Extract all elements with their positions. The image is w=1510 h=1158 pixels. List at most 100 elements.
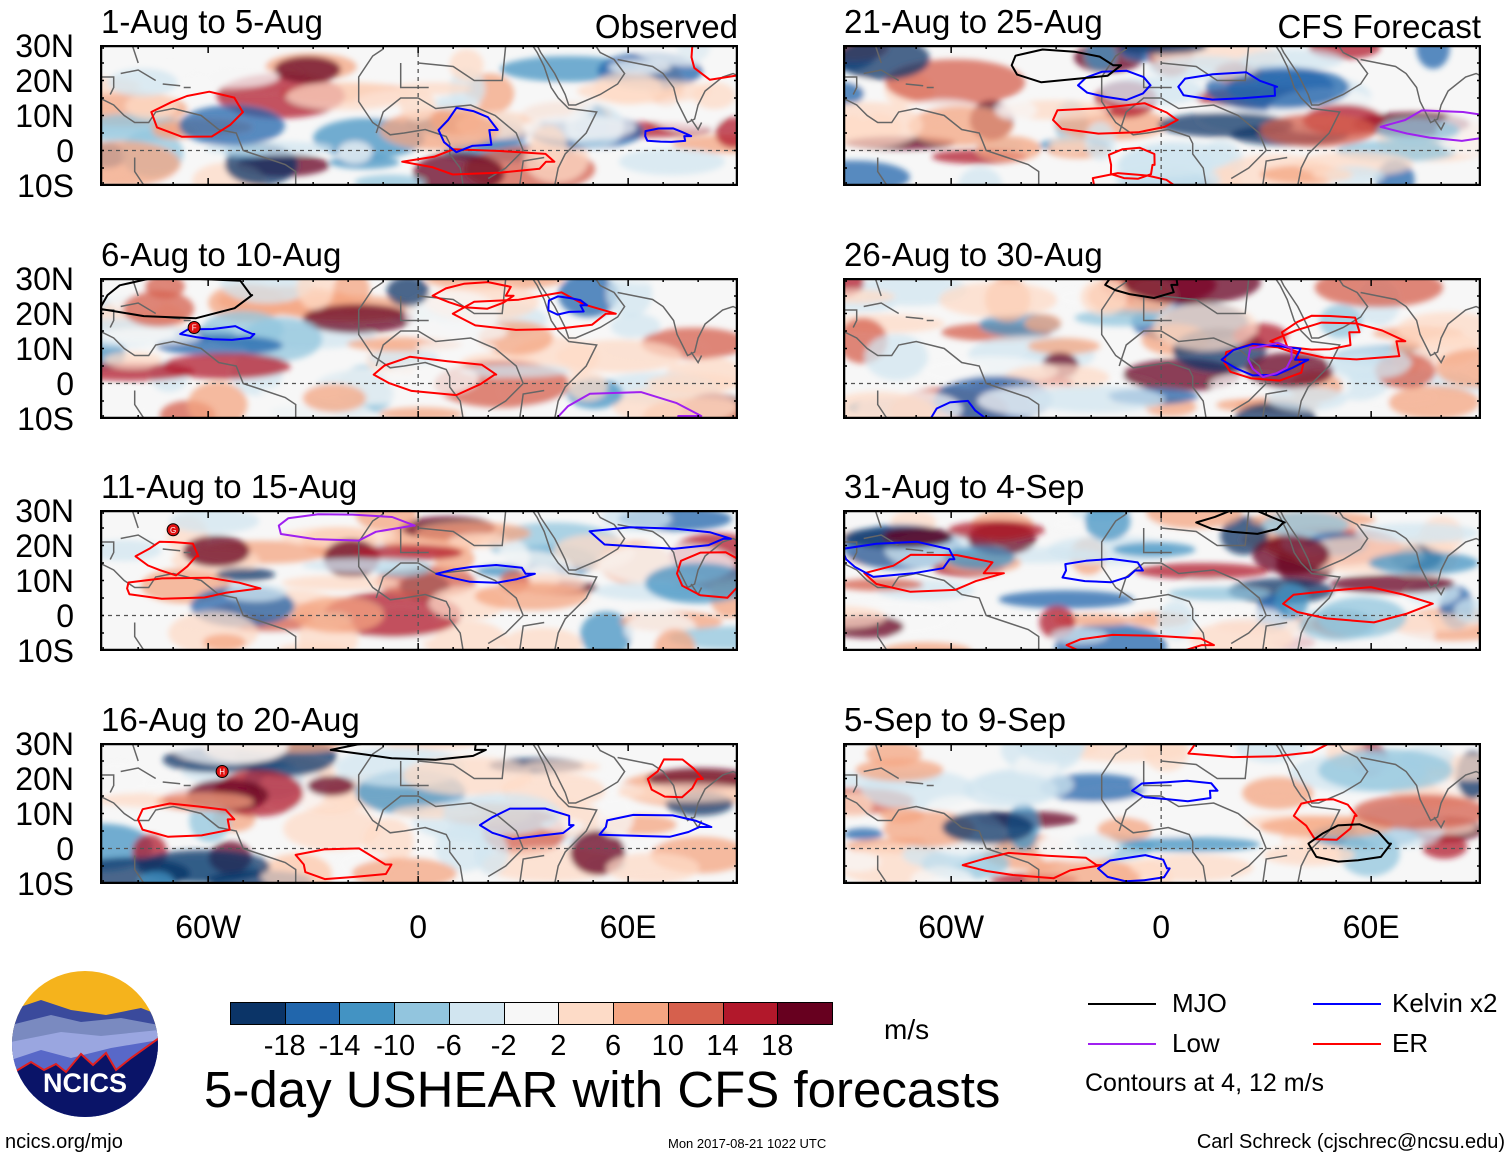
storm-marker: F bbox=[187, 321, 201, 334]
lat-label: 10N bbox=[15, 796, 74, 832]
lon-label: 60W bbox=[918, 909, 985, 945]
lat-label: 30N bbox=[15, 261, 74, 297]
colorbar-label: 6 bbox=[605, 1030, 622, 1062]
legend-label: Kelvin x2 bbox=[1392, 988, 1498, 1018]
coastlines bbox=[100, 510, 738, 651]
map-panel bbox=[843, 510, 1481, 651]
lat-label: 20N bbox=[15, 761, 74, 797]
lon-label: 60E bbox=[599, 909, 657, 945]
footer-timestamp: Mon 2017-08-21 1022 UTC bbox=[668, 1136, 827, 1151]
colorbar-swatch bbox=[284, 1002, 341, 1025]
colorbar-swatch bbox=[777, 1002, 833, 1025]
colorbar-swatch bbox=[394, 1002, 450, 1025]
colorbar-swatch bbox=[722, 1002, 779, 1025]
lat-label: 10S bbox=[17, 401, 74, 437]
lat-label: 0 bbox=[56, 133, 74, 169]
legend-line bbox=[1088, 1003, 1156, 1005]
colorbar-swatch bbox=[230, 1002, 286, 1025]
colorbar-label: -6 bbox=[436, 1030, 462, 1062]
colorbar-units: m/s bbox=[884, 1014, 930, 1045]
lat-label: 20N bbox=[15, 296, 74, 332]
map-panel bbox=[843, 743, 1481, 884]
coastlines bbox=[843, 743, 1481, 884]
panel-title: 21-Aug to 25-Aug bbox=[844, 3, 1103, 40]
lat-label: 10N bbox=[15, 98, 74, 134]
figure-title: 5-day USHEAR with CFS forecasts bbox=[204, 1061, 1001, 1118]
colorbar-swatch bbox=[613, 1002, 669, 1025]
shear-shading bbox=[100, 278, 738, 419]
footer-credit: Carl Schreck (cjschrec@ncsu.edu) bbox=[1196, 1131, 1505, 1153]
colorbar-label: -14 bbox=[318, 1030, 361, 1062]
legend-line bbox=[1088, 1043, 1156, 1045]
lat-label: 30N bbox=[15, 726, 74, 762]
lat-label: 30N bbox=[15, 493, 74, 529]
colorbar-swatch bbox=[339, 1002, 396, 1025]
shear-shading bbox=[843, 743, 1481, 884]
anomaly-contours bbox=[961, 743, 1392, 883]
colorbar-swatch bbox=[503, 1002, 560, 1025]
coastlines bbox=[843, 278, 1481, 419]
lon-label: 60E bbox=[1342, 909, 1400, 945]
storm-marker: G bbox=[166, 523, 180, 537]
colorbar-label: 2 bbox=[550, 1030, 567, 1062]
ncics-logo: NCICS bbox=[11, 970, 159, 1118]
colorbar-swatch bbox=[448, 1002, 505, 1025]
anomaly-contours bbox=[100, 278, 703, 419]
colorbar-label: -10 bbox=[373, 1030, 416, 1062]
panel-title: 6-Aug to 10-Aug bbox=[101, 236, 342, 273]
lat-label: 10N bbox=[15, 331, 74, 367]
lat-label: 10S bbox=[17, 866, 74, 902]
panel-title: 31-Aug to 4-Sep bbox=[844, 468, 1085, 505]
logo-text: NCICS bbox=[43, 1068, 127, 1098]
map-panel: H bbox=[100, 743, 738, 884]
colorbar-label: 14 bbox=[706, 1030, 739, 1062]
panel-title: 16-Aug to 20-Aug bbox=[101, 701, 360, 738]
colorbar-label: 18 bbox=[761, 1030, 794, 1062]
anomaly-contours bbox=[1010, 48, 1481, 186]
lat-label: 0 bbox=[56, 366, 74, 402]
shear-shading bbox=[843, 278, 1481, 419]
coastlines bbox=[100, 743, 738, 884]
colorbar-swatch bbox=[667, 1002, 724, 1025]
colorbar-label: -2 bbox=[490, 1030, 517, 1062]
lat-label: 20N bbox=[15, 63, 74, 99]
footer-url: ncics.org/mjo bbox=[5, 1131, 123, 1153]
panel-title: 5-Sep to 9-Sep bbox=[844, 701, 1066, 738]
panel-title: 1-Aug to 5-Aug bbox=[101, 3, 323, 40]
lon-label: 0 bbox=[1152, 909, 1171, 945]
lat-label: 0 bbox=[56, 831, 74, 867]
lat-label: 0 bbox=[56, 598, 74, 634]
svg-text:H: H bbox=[219, 768, 225, 777]
map-panel bbox=[100, 45, 738, 186]
panel-title: 11-Aug to 15-Aug bbox=[101, 468, 358, 505]
map-panel: G bbox=[100, 510, 738, 651]
lat-label: 10N bbox=[15, 563, 74, 599]
svg-text:G: G bbox=[170, 526, 176, 535]
svg-text:F: F bbox=[192, 324, 197, 333]
panel-title: 26-Aug to 30-Aug bbox=[844, 236, 1103, 273]
legend-label: Low bbox=[1172, 1028, 1220, 1058]
colorbar-label: 10 bbox=[651, 1030, 684, 1062]
lon-label: 60W bbox=[175, 909, 242, 945]
legend-line bbox=[1313, 1003, 1381, 1005]
shear-shading bbox=[843, 45, 1481, 186]
coastlines bbox=[843, 510, 1481, 651]
colorbar-label: -18 bbox=[263, 1030, 306, 1062]
lat-label: 10S bbox=[17, 633, 74, 669]
lat-label: 30N bbox=[15, 28, 74, 64]
colorbar-swatch bbox=[558, 1002, 615, 1025]
contour-note: Contours at 4, 12 m/s bbox=[1085, 1069, 1325, 1097]
shear-shading bbox=[843, 510, 1481, 651]
anomaly-contours bbox=[137, 743, 713, 881]
shear-shading bbox=[100, 510, 738, 651]
legend-line bbox=[1313, 1043, 1381, 1045]
observed-label: Observed bbox=[594, 8, 738, 45]
map-panel: F bbox=[100, 278, 738, 419]
anomaly-contours bbox=[126, 513, 738, 600]
map-panel bbox=[843, 278, 1481, 419]
lon-label: 0 bbox=[409, 909, 428, 945]
map-panel bbox=[843, 45, 1481, 186]
legend-label: MJO bbox=[1172, 988, 1227, 1018]
coastlines bbox=[843, 45, 1481, 186]
forecast-label: CFS Forecast bbox=[1277, 8, 1481, 45]
